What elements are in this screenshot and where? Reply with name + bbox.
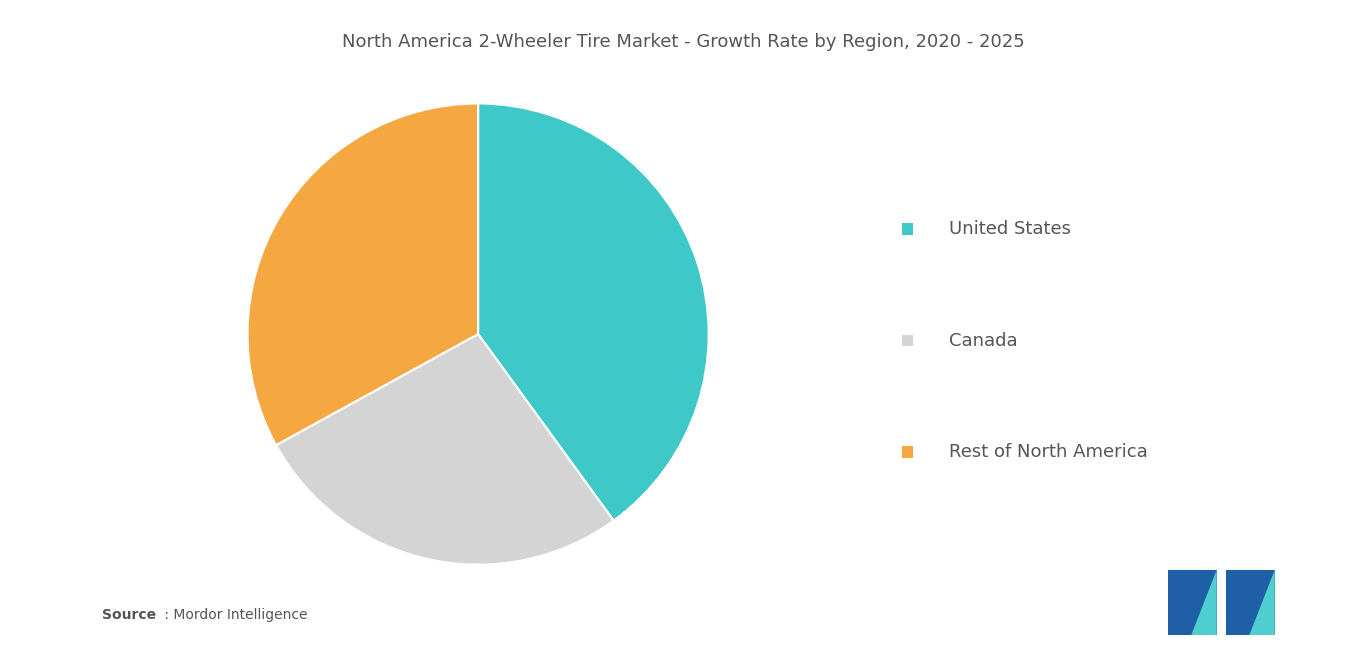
Text: : Mordor Intelligence: : Mordor Intelligence [160, 608, 307, 622]
Wedge shape [276, 334, 613, 565]
Text: Source: Source [102, 608, 157, 622]
Text: Rest of North America: Rest of North America [949, 443, 1147, 461]
Wedge shape [247, 103, 478, 445]
Text: North America 2-Wheeler Tire Market - Growth Rate by Region, 2020 - 2025: North America 2-Wheeler Tire Market - Gr… [342, 33, 1024, 50]
Text: United States: United States [949, 220, 1071, 238]
Text: Canada: Canada [949, 331, 1018, 350]
Wedge shape [478, 103, 709, 521]
